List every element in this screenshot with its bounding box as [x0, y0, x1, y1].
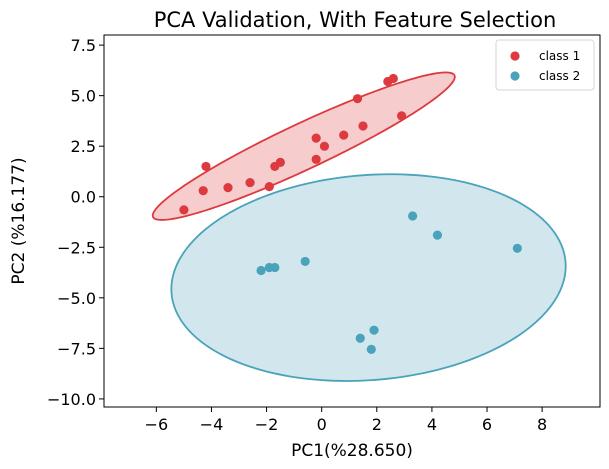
point-class-2: [256, 265, 266, 276]
point-class-1: [264, 182, 274, 192]
x-tick-label: 4: [427, 415, 437, 434]
legend-label-class-2: class 2: [539, 69, 580, 83]
point-class-1: [358, 121, 368, 131]
point-class-1: [223, 183, 233, 193]
point-class-1: [275, 157, 285, 167]
point-class-2: [270, 262, 280, 273]
point-class-2: [355, 333, 365, 343]
point-class-1: [311, 133, 321, 143]
point-class-1: [352, 94, 363, 104]
point-class-1: [339, 130, 349, 140]
point-class-1: [319, 141, 330, 151]
x-tick-label: −2: [255, 415, 279, 434]
y-tick-label: 2.5: [71, 137, 96, 156]
y-tick-label: −7.5: [57, 339, 96, 358]
x-tick-label: −4: [200, 415, 224, 434]
point-class-1: [311, 154, 321, 164]
point-class-2: [300, 256, 310, 267]
point-class-2: [408, 211, 418, 221]
x-tick-label: −6: [145, 415, 169, 434]
point-class-2: [432, 230, 443, 240]
x-tick-label: 8: [537, 415, 547, 434]
y-axis-label: PC2 (%16.177): [9, 157, 29, 284]
x-axis-label: PC1(%28.650): [291, 441, 413, 461]
legend-label-class-1: class 1: [539, 49, 580, 63]
point-class-2: [512, 243, 522, 253]
legend-marker-class-1: [510, 51, 520, 61]
y-tick-label: −5.0: [57, 289, 96, 308]
x-tick-label: 2: [372, 415, 382, 434]
y-tick-label: 0.0: [71, 188, 96, 207]
x-axis-ticks: −6 −4 −2 0 2 4 6 8: [145, 407, 547, 434]
y-tick-label: −10.0: [47, 390, 96, 409]
y-tick-label: 7.5: [71, 36, 96, 55]
x-tick-label: 0: [317, 415, 327, 434]
x-tick-label: 6: [482, 415, 492, 434]
point-class-1: [388, 73, 398, 84]
legend-box: [495, 39, 595, 91]
point-class-1: [245, 177, 255, 188]
chart-title: PCA Validation, With Feature Selection: [154, 8, 557, 32]
point-class-1: [198, 186, 208, 196]
point-class-1: [201, 161, 211, 172]
points-layer: [179, 73, 522, 354]
point-class-2: [369, 325, 379, 335]
y-tick-label: 5.0: [71, 87, 96, 106]
y-tick-label: −2.5: [57, 238, 96, 257]
y-axis-ticks: 7.5 5.0 2.5 0.0 −2.5 −5.0 −7.5 −10.0: [47, 36, 104, 409]
plot-area-frame: [103, 34, 601, 408]
legend-marker-class-2: [510, 71, 520, 81]
legend: class 1 class 2: [495, 39, 595, 91]
ellipse-class-2: [170, 173, 567, 382]
point-class-1: [179, 205, 189, 215]
point-class-1: [397, 111, 407, 121]
point-class-2: [366, 344, 376, 354]
